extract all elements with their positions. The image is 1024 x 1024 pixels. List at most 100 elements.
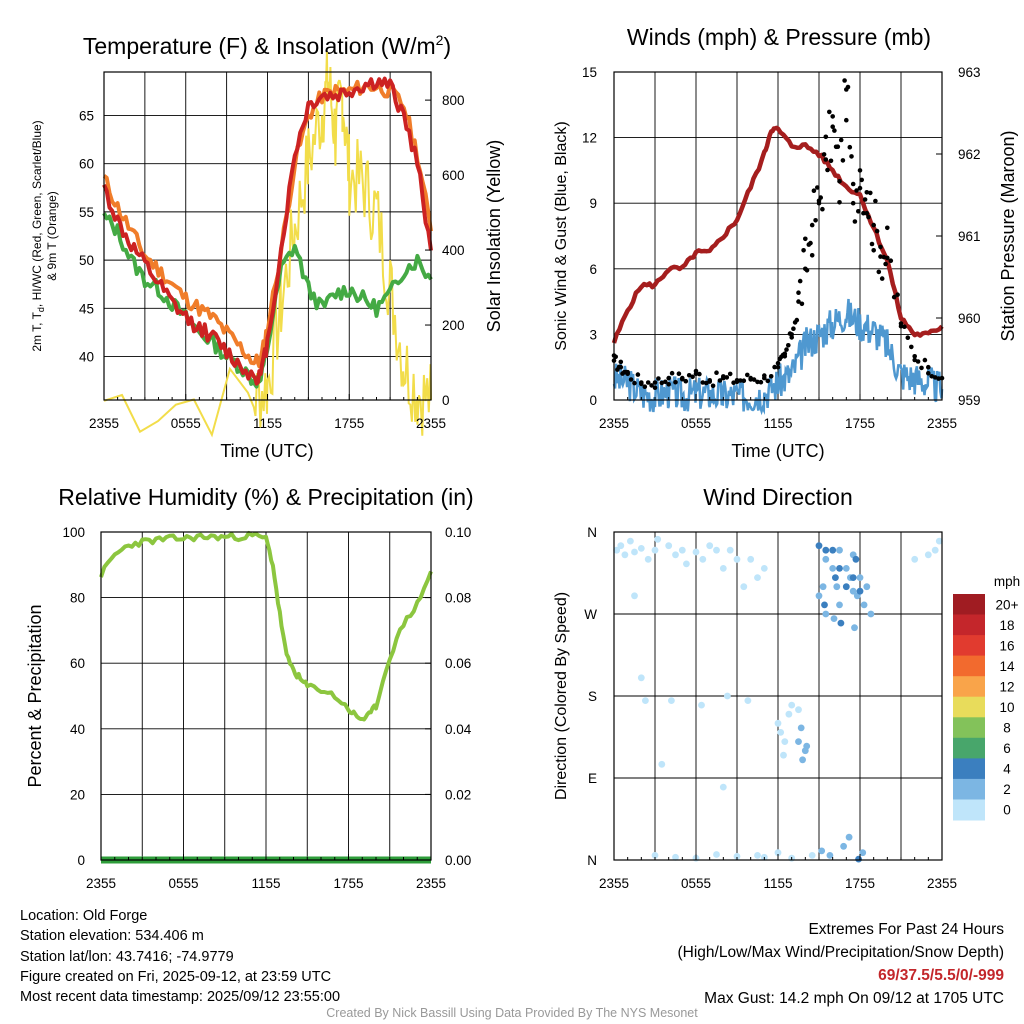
direction-point: [924, 551, 932, 559]
direction-point: [698, 701, 705, 709]
colorbar-swatch: [953, 737, 985, 759]
y-left-tick-label: 45: [79, 301, 94, 316]
temperature-panel: Temperature (F) & Insolation (W/m2) 2355…: [30, 32, 504, 461]
direction-point: [651, 852, 659, 859]
direction-point: [637, 545, 645, 552]
x-tick-label: 2355: [927, 416, 957, 431]
gust-point: [656, 376, 661, 381]
gust-point: [738, 378, 743, 383]
colorbar-swatch: [953, 614, 985, 636]
y-right-tick-label: 960: [958, 311, 981, 326]
elevation-text: Station elevation: 534.406 m: [20, 928, 204, 945]
direction-point: [613, 546, 621, 554]
gust-point: [618, 359, 624, 365]
y-left-tick-label: 9: [589, 196, 597, 211]
y-left-tick-label: 60: [70, 656, 85, 671]
y-left-tick-label: 40: [79, 350, 94, 365]
colorbar-swatch: [953, 778, 985, 800]
gust-point: [842, 78, 847, 83]
direction-point: [931, 546, 939, 554]
y-right-tick-label: 962: [958, 147, 981, 162]
gust-point: [820, 206, 825, 212]
direction-point: [754, 574, 761, 581]
temperature-xlabel: Time (UTC): [220, 441, 313, 461]
y-left-tick-label: 15: [582, 65, 597, 80]
gust-point: [905, 335, 911, 341]
gust-point: [625, 371, 630, 377]
gust-point: [748, 375, 753, 381]
extremes-title: Extremes For Past 24 Hours: [808, 921, 1004, 938]
gust-point: [680, 375, 685, 381]
winds-panel: Winds (mph) & Pressure (mb) 2355 0555 1155…: [553, 24, 1018, 461]
direction-point: [911, 555, 919, 563]
recent-text: Most recent data timestamp: 2025/09/12 2…: [20, 989, 341, 1006]
gust-point: [847, 144, 853, 150]
extremes-box: Extremes For Past 24 Hours (High/Low/Max…: [678, 918, 1005, 1010]
colorbar-swatch: [953, 799, 985, 821]
speed-colorbar: mph 20+ 18 16 14 12 10 8 6 4 2 0: [953, 574, 1020, 821]
y-right-tick-label: 0.08: [445, 591, 471, 606]
rh-title: Relative Humidity (%) & Precipitation (i…: [58, 484, 473, 510]
gust-point: [876, 269, 882, 275]
direction-point: [713, 851, 720, 858]
relative-humidity-line: [99, 531, 433, 722]
direction-point: [818, 847, 826, 855]
gust-point: [823, 134, 829, 140]
gust-point: [639, 380, 644, 385]
y-right-tick-label: 200: [442, 318, 465, 333]
y-right-tick-label: 963: [958, 65, 981, 80]
temperature-ylabel-left-2: & 9m T (Orange): [45, 191, 59, 281]
colorbar-swatch: [953, 696, 985, 718]
gust-point: [789, 332, 794, 337]
winds-ylabel-right: Station Pressure (Maroon): [998, 130, 1018, 341]
gust-point: [714, 370, 719, 376]
gust-point: [809, 222, 815, 228]
y-left-tick-label: W: [584, 607, 597, 622]
gust-point: [700, 380, 706, 385]
y-left-tick-label: 50: [79, 253, 94, 268]
y-left-tick-label: 100: [62, 525, 85, 540]
gust-point: [883, 261, 888, 267]
direction-point: [654, 535, 662, 543]
gust-point: [868, 190, 873, 196]
gust-point: [840, 158, 846, 163]
station-info: Location: Old Forge Station elevation: 5…: [20, 906, 340, 1007]
gust-point: [864, 190, 870, 195]
gust-point: [832, 128, 837, 133]
gust-point: [772, 364, 777, 370]
direction-point: [706, 542, 714, 550]
direction-point: [851, 624, 858, 632]
direction-point: [849, 574, 857, 581]
gust-point: [821, 152, 827, 157]
direction-point: [672, 551, 679, 559]
gust-point: [775, 360, 781, 366]
gust-point: [683, 378, 689, 384]
y-right-tick-label: 600: [442, 168, 465, 183]
gust-point: [837, 200, 842, 205]
gust-point: [796, 290, 801, 296]
winds-ylabel-left: Sonic Wind & Gust (Blue, Black): [553, 121, 570, 350]
gust-point: [891, 294, 897, 300]
sonic-wind-line: [612, 298, 944, 416]
x-tick-label: 1155: [253, 416, 282, 431]
gust-point: [707, 378, 712, 383]
x-tick-label: 2355: [927, 876, 957, 891]
y-left-tick-label: 65: [79, 108, 94, 123]
gust-point: [874, 228, 880, 234]
gust-point: [816, 200, 822, 206]
colorbar-title: mph: [994, 574, 1020, 589]
colorbar-swatch: [953, 717, 985, 739]
direction-point: [797, 724, 805, 732]
gust-point: [618, 364, 624, 370]
gust-point: [856, 209, 861, 214]
gust-point: [652, 385, 658, 391]
gust-point: [861, 210, 866, 216]
direction-point: [842, 583, 850, 591]
gust-point: [803, 266, 808, 272]
direction-point: [840, 842, 847, 850]
direction-point: [642, 697, 649, 704]
gust-point: [898, 321, 904, 326]
gust-point: [838, 137, 844, 143]
direction-point: [808, 852, 816, 859]
gust-point: [673, 379, 678, 385]
